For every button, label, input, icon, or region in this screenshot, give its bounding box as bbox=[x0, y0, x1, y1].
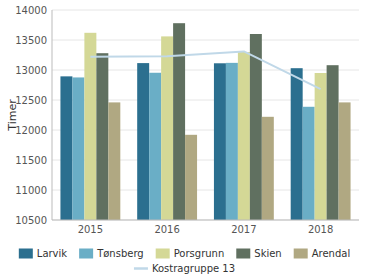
bar bbox=[250, 34, 262, 220]
x-axis: 2015 2016 2017 2018 bbox=[52, 220, 359, 235]
bar-series bbox=[84, 33, 326, 220]
bar bbox=[238, 52, 250, 220]
chart-svg: Larvik Tønsberg Porsgrunn Skien Arendal Kostr… bbox=[0, 0, 369, 280]
y-grid bbox=[52, 10, 359, 220]
x-tick-label: 2015 bbox=[78, 224, 103, 235]
bar bbox=[149, 73, 161, 220]
x-tick-label: 2018 bbox=[308, 224, 333, 235]
bar bbox=[84, 33, 96, 220]
legend-item: Arendal bbox=[294, 248, 350, 259]
plot-marks bbox=[60, 23, 350, 220]
bar bbox=[96, 53, 108, 220]
bar bbox=[303, 107, 315, 220]
bar bbox=[226, 63, 238, 220]
legend-label: Larvik bbox=[37, 248, 68, 259]
x-tick-label: 2016 bbox=[154, 224, 179, 235]
grid-line bbox=[52, 10, 359, 11]
y-tick-label: 13000 bbox=[15, 65, 47, 76]
grid-line bbox=[52, 220, 359, 221]
y-axis-label: Timer bbox=[6, 99, 19, 132]
legend-item: Larvik bbox=[19, 248, 68, 259]
legend-item: Skien bbox=[236, 248, 281, 259]
legend-label: Porsgrunn bbox=[174, 248, 225, 259]
legend-swatch bbox=[19, 249, 33, 259]
chart-container: Larvik Tønsberg Porsgrunn Skien Arendal Kostr… bbox=[0, 0, 369, 280]
legend-swatch bbox=[294, 249, 308, 259]
y-axis: 10500 11000 11500 12000 12500 13000 13500 14000 bbox=[15, 5, 52, 226]
y-tick-label: 12000 bbox=[15, 125, 47, 136]
bar bbox=[262, 117, 274, 220]
y-tick-label: 10500 bbox=[15, 215, 47, 226]
y-tick-label: 13500 bbox=[15, 35, 47, 46]
legend-swatch bbox=[156, 249, 170, 259]
y-tick-label: 11000 bbox=[15, 185, 47, 196]
bar bbox=[339, 102, 351, 220]
bar bbox=[60, 76, 72, 220]
y-tick-label: 11500 bbox=[15, 155, 47, 166]
bar bbox=[108, 102, 120, 220]
legend-swatch bbox=[134, 267, 148, 270]
x-axis-line bbox=[52, 220, 359, 221]
legend-label: Tønsberg bbox=[96, 248, 144, 259]
bar-series bbox=[72, 63, 314, 220]
legend-item: Kostragruppe 13 bbox=[134, 263, 235, 274]
line bbox=[90, 51, 320, 89]
bar bbox=[214, 63, 226, 220]
legend-swatch bbox=[79, 249, 93, 259]
bar bbox=[291, 68, 303, 220]
bar bbox=[137, 63, 149, 220]
bar bbox=[72, 77, 84, 220]
legend-label: Skien bbox=[254, 248, 281, 259]
legend-item: Porsgrunn bbox=[156, 248, 225, 259]
bar bbox=[185, 135, 197, 220]
x-tick-label: 2017 bbox=[231, 224, 256, 235]
y-tick-label: 14000 bbox=[15, 5, 47, 16]
bar bbox=[315, 73, 327, 220]
legend-item: Tønsberg bbox=[79, 248, 144, 259]
bar bbox=[161, 36, 173, 220]
y-tick-label: 12500 bbox=[15, 95, 47, 106]
legend-swatch bbox=[236, 249, 250, 259]
y-axis-line bbox=[52, 10, 53, 220]
legend: Larvik Tønsberg Porsgrunn Skien Arendal Kostr… bbox=[19, 248, 350, 274]
grid-line bbox=[52, 40, 359, 41]
legend-label: Kostragruppe 13 bbox=[152, 263, 235, 274]
bar bbox=[327, 65, 339, 220]
bar-series bbox=[108, 102, 350, 220]
bar bbox=[173, 23, 185, 220]
legend-label: Arendal bbox=[312, 248, 350, 259]
